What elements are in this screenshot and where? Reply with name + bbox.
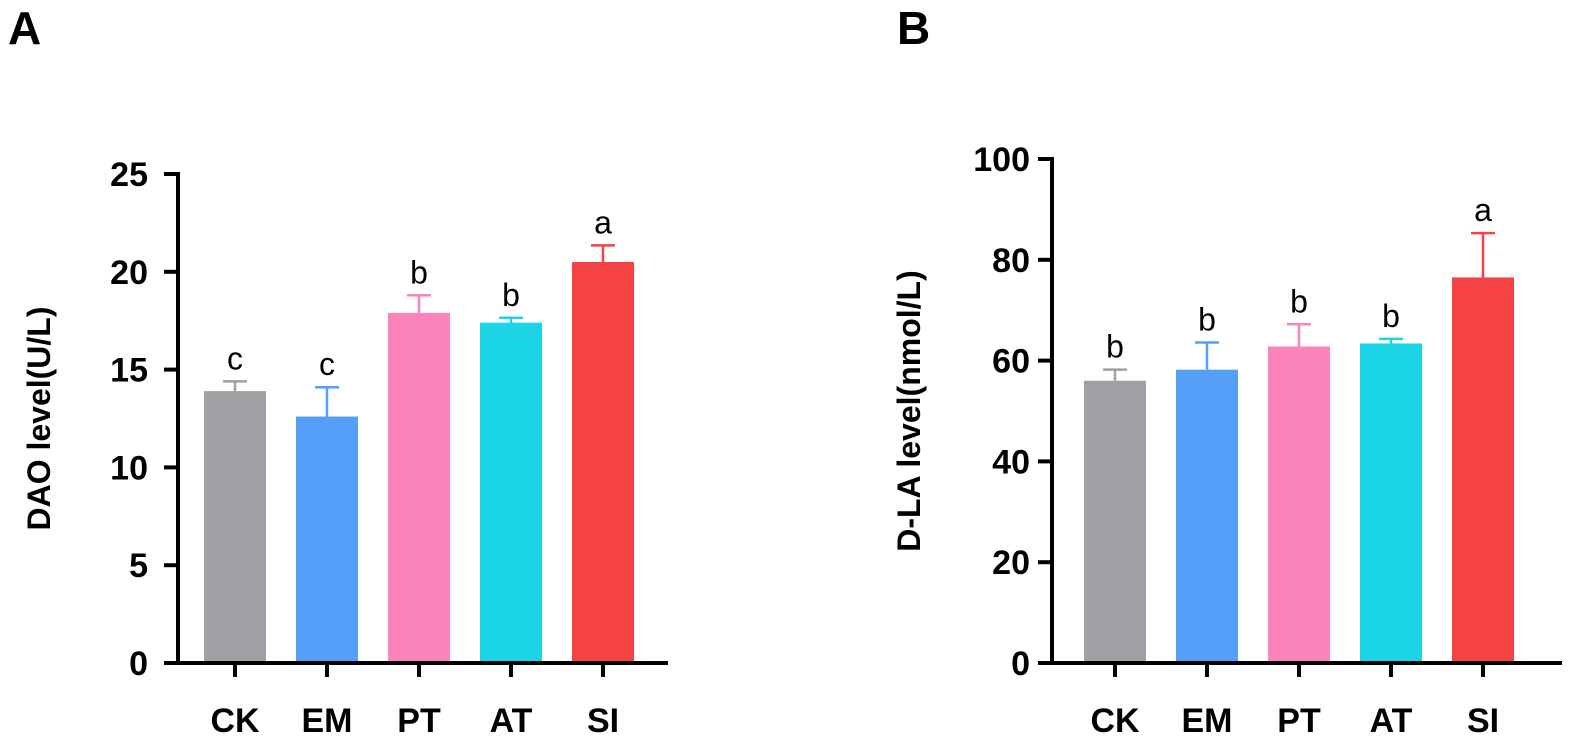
x-tick-label-si: SI bbox=[1467, 702, 1499, 740]
x-tick-label-si: SI bbox=[587, 702, 619, 740]
bar-si bbox=[572, 262, 634, 661]
panel-label-a: A bbox=[8, 2, 41, 54]
bar-at bbox=[480, 322, 542, 661]
bar-pt bbox=[1268, 346, 1330, 661]
bar-pt bbox=[388, 312, 450, 661]
significance-label-pt: b bbox=[410, 254, 428, 290]
significance-label-em: b bbox=[1198, 301, 1216, 337]
significance-label-pt: b bbox=[1290, 283, 1308, 319]
x-tick-label-em: EM bbox=[302, 702, 353, 740]
x-tick-label-ck: CK bbox=[210, 702, 260, 740]
y-axis-title: DAO level(U/L) bbox=[21, 306, 57, 530]
significance-label-at: b bbox=[502, 277, 520, 313]
significance-label-ck: c bbox=[227, 340, 243, 376]
significance-label-ck: b bbox=[1106, 329, 1124, 365]
significance-label-si: a bbox=[1474, 192, 1492, 228]
bar-ck bbox=[1084, 380, 1146, 661]
significance-label-si: a bbox=[594, 204, 612, 240]
bar-at bbox=[1360, 343, 1422, 661]
y-tick-label: 5 bbox=[129, 547, 148, 585]
y-tick-label: 0 bbox=[1011, 645, 1030, 683]
y-tick-label: 0 bbox=[129, 645, 148, 683]
y-axis-title: D-LA level(nmol/L) bbox=[891, 270, 927, 551]
bar-em bbox=[296, 416, 358, 661]
y-tick-label: 60 bbox=[992, 343, 1030, 381]
y-tick-label: 20 bbox=[992, 544, 1030, 582]
y-tick-label: 20 bbox=[110, 254, 148, 292]
y-tick-label: 10 bbox=[110, 449, 148, 487]
panel-label-b: B bbox=[897, 2, 930, 54]
x-tick-label-pt: PT bbox=[1277, 702, 1321, 740]
significance-label-at: b bbox=[1382, 298, 1400, 334]
x-tick-label-at: AT bbox=[490, 702, 533, 740]
x-tick-label-at: AT bbox=[1370, 702, 1413, 740]
y-tick-label: 100 bbox=[973, 141, 1030, 179]
x-tick-label-pt: PT bbox=[397, 702, 441, 740]
y-tick-label: 80 bbox=[992, 242, 1030, 280]
bar-em bbox=[1176, 369, 1238, 661]
x-tick-label-em: EM bbox=[1182, 702, 1233, 740]
bar-si bbox=[1452, 277, 1514, 661]
x-tick-label-ck: CK bbox=[1090, 702, 1140, 740]
y-tick-label: 25 bbox=[110, 156, 148, 194]
bar-ck bbox=[204, 391, 266, 661]
y-tick-label: 15 bbox=[110, 352, 148, 390]
significance-label-em: c bbox=[319, 346, 335, 382]
y-tick-label: 40 bbox=[992, 443, 1030, 481]
